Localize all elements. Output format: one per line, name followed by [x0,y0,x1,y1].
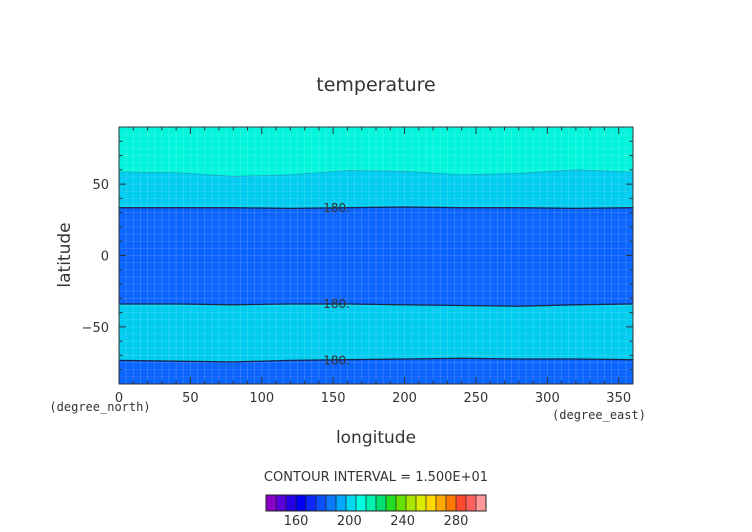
contour-label: 180. [323,297,350,311]
colorbar-swatch [346,495,357,511]
y-tick-label: 50 [92,178,109,193]
x-tick-label: 150 [321,391,346,406]
y-unit-label: (degree_north) [49,400,150,414]
x-tick-label: 0 [115,391,123,406]
colorbar-swatch [426,495,437,511]
colorbar-swatch [456,495,467,511]
colorbar-swatch [306,495,317,511]
colorbar-tick-label: 240 [390,514,415,529]
colorbar-swatch [466,495,477,511]
colorbar-swatch [286,495,297,511]
colorbar-swatch [406,495,417,511]
contour-line [119,357,633,363]
colorbar-swatch [316,495,327,511]
contour-line [119,206,633,210]
x-tick-label: 200 [392,391,417,406]
x-tick-label: 300 [535,391,560,406]
y-tick-label: 0 [101,250,109,265]
plot-area [119,127,633,384]
y-tick-label: −50 [82,321,109,336]
x-tick-label: 100 [249,391,274,406]
contour-label: 180. [323,201,350,215]
colorbar-swatch [276,495,287,511]
chart-title: temperature [316,74,435,96]
x-tick-label: 50 [182,391,199,406]
colorbar-swatch [436,495,447,511]
colorbar-tick-label: 280 [444,514,469,529]
colorbar-frame [265,494,487,512]
x-axis: 0 50 100 150 200 250 300 350 [115,127,631,406]
y-axis: −50 0 50 [82,140,633,371]
colorbar-swatch [386,495,397,511]
colorbar-swatch [416,495,427,511]
contour-line [119,303,633,307]
contour-band [119,304,633,362]
colorbar-tick-label: 200 [337,514,362,529]
colorbar-swatch [396,495,407,511]
contour-band [119,127,633,177]
colorbar-swatch [446,495,457,511]
colorbar-swatch [376,495,387,511]
x-axis-title: longitude [336,428,416,448]
colorbar-tick-label: 160 [284,514,309,529]
contour-bands [119,127,633,384]
grid-lines [119,127,633,384]
y-axis-title: latitude [55,222,75,287]
colorbar-swatch [356,495,367,511]
contour-label: 180. [323,353,350,367]
contour-lines [119,169,633,363]
colorbar-swatch [476,495,487,511]
contour-band [119,169,633,209]
x-tick-label: 250 [464,391,489,406]
colorbar-ticks: 160 200 240 280 [284,514,469,529]
colorbar-swatch [326,495,337,511]
contour-labels: 180. 180. 180. [323,201,350,367]
colorbar [265,494,487,512]
contour-band [119,358,633,384]
contour-line [119,169,633,177]
contour-band [119,207,633,307]
colorbar-swatch [266,495,277,511]
colorbar-swatch [366,495,377,511]
colorbar-swatch [296,495,307,511]
x-unit-label: (degree_east) [552,408,646,422]
colorbar-swatch [336,495,347,511]
contour-interval-label: CONTOUR INTERVAL = 1.500E+01 [264,470,488,485]
x-tick-label: 350 [606,391,631,406]
